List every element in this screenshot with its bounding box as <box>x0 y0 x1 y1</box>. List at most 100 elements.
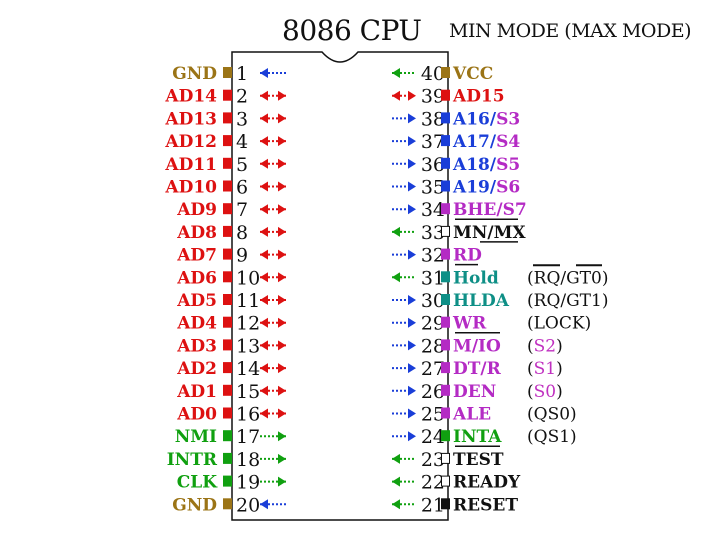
pin-label-15: AD1 <box>176 382 217 402</box>
chip-outline <box>231 51 449 521</box>
pin-arrow-26 <box>392 385 416 396</box>
pin-label-26: DEN <box>453 382 496 402</box>
max-mode-group: (RQ/GT0) (RQ/GT1) (LOCK)(S2) (S1) (S0) (QS0)(… <box>527 264 608 447</box>
pin-arrow-15 <box>260 385 286 396</box>
pin-label-19: CLK <box>177 473 218 493</box>
pin-label-31: Hold <box>453 268 499 288</box>
pin-arrow-19 <box>260 476 286 487</box>
mode-label: MIN MODE (MAX MODE) <box>449 20 692 42</box>
pin-arrow-1 <box>260 68 286 78</box>
pin-arrow-21 <box>392 499 416 510</box>
pin-marker-34 <box>441 203 450 215</box>
pin-marker-1 <box>223 67 232 78</box>
pin-marker-32 <box>441 248 450 260</box>
pin-label-34: BHE/S7 <box>453 200 527 220</box>
pin-marker-2 <box>223 89 232 101</box>
pin-arrow-22 <box>392 476 416 487</box>
pin-number-23: 23 <box>421 449 445 471</box>
pin-marker-9 <box>223 248 232 260</box>
pin-arrow-27 <box>392 363 416 374</box>
pin-label-6: AD10 <box>164 178 217 198</box>
pin-number-40: 40 <box>421 63 445 85</box>
pin-arrow-30 <box>392 295 416 305</box>
pin-arrow-4 <box>260 136 286 147</box>
pin-label-2: AD14 <box>164 87 217 107</box>
pin-marker-11 <box>223 294 232 305</box>
pin-marker-21 <box>441 498 450 510</box>
pin-marker-24 <box>441 430 450 442</box>
max-mode-label-31: (RQ/GT0) <box>527 268 608 288</box>
pin-marker-35 <box>441 180 450 192</box>
pin-marker-19 <box>223 475 232 487</box>
pin-label-14: AD2 <box>176 359 217 379</box>
pin-number-8: 8 <box>236 222 248 244</box>
pin-arrow-36 <box>392 158 416 169</box>
pin-number-22: 22 <box>421 472 445 494</box>
pin-arrow-7 <box>260 204 286 215</box>
pin-arrow-25 <box>392 408 416 419</box>
pin-number-2: 2 <box>236 86 248 108</box>
pin-label-36: A18/S5 <box>452 155 520 175</box>
pin-label-21: RESET <box>453 495 518 515</box>
pin-marker-18 <box>223 452 232 464</box>
pin-number-31: 31 <box>421 267 445 289</box>
pin-arrow-13 <box>260 340 286 351</box>
pin-arrow-14 <box>260 363 286 374</box>
pin-label-10: AD6 <box>176 268 217 288</box>
pin-marker-40 <box>441 67 450 78</box>
pin-marker-36 <box>441 157 450 169</box>
pin-label-8: AD8 <box>176 223 217 243</box>
pin-number-25: 25 <box>421 404 445 426</box>
pin-marker-28 <box>441 339 450 351</box>
pin-number-39: 39 <box>421 86 445 108</box>
pin-number-34: 34 <box>421 199 445 221</box>
pin-number-32: 32 <box>421 245 445 267</box>
pin-marker-25 <box>441 407 450 419</box>
pin-arrow-29 <box>392 317 416 328</box>
pin-arrow-16 <box>260 408 286 419</box>
pin-marker-20 <box>223 498 232 510</box>
pin-arrow-5 <box>260 158 286 169</box>
pin-arrow-3 <box>260 113 286 124</box>
pin-label-17: NMI <box>175 427 217 447</box>
max-mode-label-27: (S1) <box>527 359 563 379</box>
pin-number-4: 4 <box>236 131 248 153</box>
pin-label-23: TEST <box>453 450 504 470</box>
pin-arrow-20 <box>260 499 286 510</box>
pin-number-10: 10 <box>236 267 260 289</box>
pin-number-1: 1 <box>236 63 248 85</box>
pin-number-3: 3 <box>236 108 248 130</box>
pin-arrow-33 <box>392 226 416 237</box>
pin-marker-17 <box>223 430 232 442</box>
pin-arrow-10 <box>260 272 286 283</box>
pin-arrow-32 <box>392 249 416 260</box>
pin-arrow-23 <box>392 453 416 464</box>
pin-marker-15 <box>223 384 232 396</box>
pin-label-40: VCC <box>452 64 493 84</box>
pin-marker-30 <box>441 294 450 305</box>
pin-arrow-38 <box>392 113 416 124</box>
pin-label-27: DT/R <box>453 359 502 379</box>
pin-number-35: 35 <box>421 177 445 199</box>
pin-label-18: INTR <box>167 450 218 470</box>
pin-marker-14 <box>223 362 232 374</box>
pin-number-13: 13 <box>236 335 260 357</box>
pin-label-9: AD7 <box>176 246 217 266</box>
max-mode-label-26: (S0) <box>527 382 563 402</box>
pin-marker-37 <box>441 135 450 147</box>
pin-number-38: 38 <box>421 108 445 130</box>
pin-marker-7 <box>223 203 232 215</box>
pin-marker-6 <box>223 180 232 192</box>
pin-marker-8 <box>223 225 232 237</box>
right-pin-group: 40 VCC 39 AD15 38 A16/S3 37 A17/S4 36 A18/S5 35 A19… <box>392 63 527 516</box>
pin-marker-31 <box>441 271 450 283</box>
pin-number-15: 15 <box>236 381 260 403</box>
pin-arrow-9 <box>260 249 286 260</box>
pin-marker-38 <box>441 112 450 124</box>
pin-arrow-24 <box>392 431 416 442</box>
pin-number-37: 37 <box>421 131 445 153</box>
pin-number-11: 11 <box>236 290 260 312</box>
pin-number-18: 18 <box>236 449 260 471</box>
